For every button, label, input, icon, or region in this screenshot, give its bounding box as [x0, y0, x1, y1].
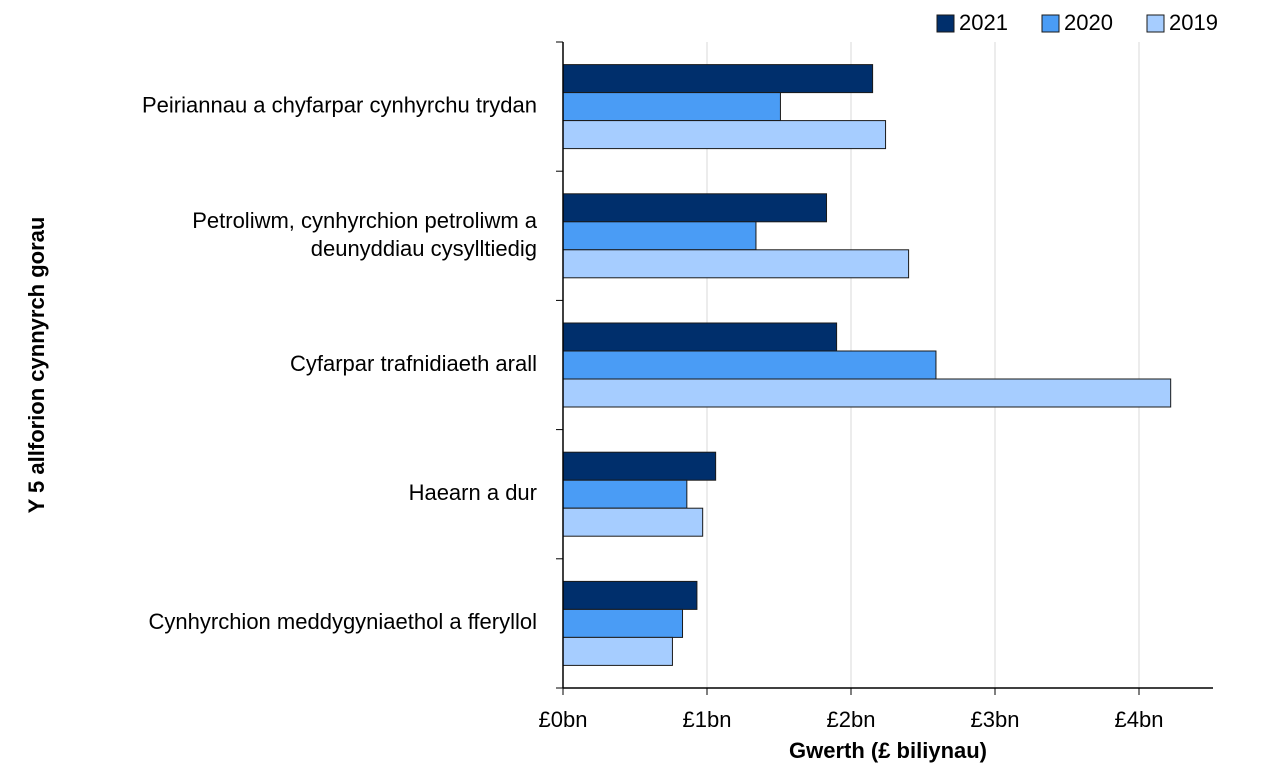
x-axis-title: Gwerth (£ biliynau)	[789, 738, 987, 763]
x-tick-label: £0bn	[539, 707, 588, 732]
bar	[562, 193, 828, 223]
legend-label: 2021	[959, 10, 1008, 35]
y-axis-title: Y 5 allforion cynnyrch gorau	[24, 217, 49, 514]
y-tick-label-line: Petroliwm, cynhyrchion petroliwm a	[192, 208, 538, 233]
bar	[562, 608, 684, 638]
legend-swatch	[1041, 14, 1060, 33]
x-tick-label: £3bn	[971, 707, 1020, 732]
y-tick-label-line: deunyddiau cysylltiedig	[311, 236, 537, 261]
legend-swatch	[1146, 14, 1165, 33]
x-tick-label: £2bn	[827, 707, 876, 732]
bar	[562, 580, 698, 610]
y-tick-label: Petroliwm, cynhyrchion petroliwm a deunyd…	[192, 208, 538, 261]
bar	[562, 120, 887, 150]
x-tick-label: £1bn	[683, 707, 732, 732]
bar	[562, 378, 1172, 408]
y-tick-label: Cyfarpar trafnidiaeth arall	[290, 351, 537, 376]
y-tick-label: Peiriannau a chyfarpar cynhyrchu trydan	[142, 92, 537, 117]
legend-label: 2020	[1064, 10, 1113, 35]
bar	[562, 221, 757, 251]
legend-swatch	[936, 14, 955, 33]
bar	[562, 350, 937, 380]
bar	[562, 479, 688, 509]
bar	[562, 507, 704, 537]
bar	[562, 451, 717, 481]
y-tick-label: Haearn a dur	[409, 480, 537, 505]
bar	[562, 636, 673, 666]
bar	[562, 92, 781, 122]
legend-label: 2019	[1169, 10, 1218, 35]
y-tick-label: Cynhyrchion meddygyniaethol a fferyllol	[149, 609, 537, 634]
bar	[562, 249, 910, 279]
bar	[562, 322, 838, 352]
x-tick-label: £4bn	[1115, 707, 1164, 732]
bar	[562, 64, 874, 94]
